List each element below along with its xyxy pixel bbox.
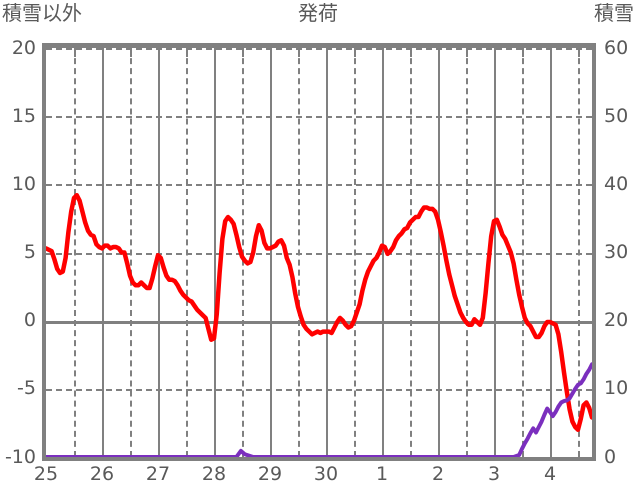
vertical-gridline-minor bbox=[410, 48, 412, 457]
axis-tick-label: 60 bbox=[604, 36, 629, 59]
axis-tick-mark bbox=[130, 48, 132, 57]
right-axis-title: 積雪 bbox=[594, 1, 634, 25]
x-axis-tick-label: 25 bbox=[33, 463, 59, 485]
horizontal-gridline bbox=[46, 48, 592, 50]
zero-line bbox=[46, 320, 592, 324]
vertical-gridline-minor bbox=[354, 48, 356, 457]
vertical-gridline-minor bbox=[130, 48, 132, 457]
x-axis-tick-label: 28 bbox=[201, 463, 227, 485]
vertical-gridline-minor bbox=[298, 48, 300, 457]
x-axis-tick-labels: 25 26 27 28 29 30 1 2 3 4 bbox=[34, 463, 596, 497]
left-axis-title: 積雪以外 bbox=[2, 1, 82, 25]
x-axis-tick-label: 27 bbox=[145, 463, 171, 485]
axis-tick-label: 50 bbox=[604, 104, 629, 127]
axis-tick-mark bbox=[578, 48, 580, 57]
vertical-gridline-major bbox=[438, 48, 440, 457]
axis-tick-mark bbox=[550, 48, 552, 57]
horizontal-gridline bbox=[46, 252, 592, 255]
axis-tick-mark bbox=[382, 48, 384, 57]
right-axis-tick-labels: 60 50 40 30 20 10 0 bbox=[600, 37, 636, 468]
vertical-gridline-major bbox=[326, 48, 328, 457]
axis-tick-mark bbox=[354, 48, 356, 57]
left-axis-tick-labels: 20 15 10 5 0 -5 -10 bbox=[0, 37, 36, 468]
axis-tick-mark bbox=[186, 48, 188, 57]
axis-tick-mark bbox=[438, 48, 440, 57]
x-axis-tick-label: 3 bbox=[487, 463, 501, 485]
axis-tick-label: 5 bbox=[23, 241, 36, 263]
plot-inner bbox=[46, 48, 592, 457]
x-axis-tick-label: 30 bbox=[313, 463, 339, 485]
axis-tick-mark bbox=[410, 48, 412, 57]
series-line-temperature bbox=[46, 192, 592, 432]
vertical-gridline-minor bbox=[522, 48, 524, 457]
axis-tick-label: 10 bbox=[604, 377, 629, 400]
horizontal-gridline bbox=[46, 388, 592, 391]
vertical-gridline-major bbox=[270, 48, 272, 457]
horizontal-gridline bbox=[46, 184, 592, 187]
vertical-gridline-major bbox=[158, 48, 160, 457]
axis-tick-mark bbox=[326, 48, 328, 57]
axis-tick-mark bbox=[74, 48, 76, 57]
axis-tick-label: 0 bbox=[604, 445, 617, 468]
axis-tick-mark bbox=[214, 48, 216, 57]
axis-tick-label: 0 bbox=[23, 309, 36, 332]
plot-area bbox=[42, 43, 596, 461]
x-axis-tick-label: 29 bbox=[257, 463, 283, 485]
axis-tick-mark bbox=[158, 48, 160, 57]
vertical-gridline-minor bbox=[466, 48, 468, 457]
x-axis-tick-label: 2 bbox=[431, 463, 445, 485]
axis-tick-mark bbox=[270, 48, 272, 57]
vertical-gridline-major bbox=[494, 48, 496, 457]
axis-tick-label: 20 bbox=[11, 36, 36, 59]
x-axis-tick-label: 1 bbox=[375, 463, 389, 485]
vertical-gridline-minor bbox=[186, 48, 188, 457]
horizontal-gridline bbox=[46, 116, 592, 119]
x-axis-tick-label: 4 bbox=[543, 463, 557, 485]
vertical-gridline-minor bbox=[74, 48, 76, 457]
vertical-gridline-major bbox=[102, 48, 104, 457]
axis-tick-mark bbox=[298, 48, 300, 57]
axis-tick-label: 30 bbox=[604, 241, 629, 263]
vertical-gridline-major bbox=[214, 48, 216, 457]
series-line-snow bbox=[46, 362, 592, 457]
x-axis-tick-label: 26 bbox=[89, 463, 115, 485]
axis-tick-mark bbox=[494, 48, 496, 57]
axis-tick-label: 40 bbox=[604, 172, 629, 195]
axis-tick-label: -5 bbox=[17, 377, 36, 400]
axis-tick-mark bbox=[466, 48, 468, 57]
vertical-gridline-major bbox=[550, 48, 552, 457]
series-layer bbox=[46, 192, 592, 457]
axis-tick-mark bbox=[102, 48, 104, 57]
axis-tick-mark bbox=[522, 48, 524, 57]
vertical-gridline-major bbox=[382, 48, 384, 457]
chart-title: 発荷 bbox=[298, 1, 338, 25]
axis-tick-label: -10 bbox=[4, 445, 36, 468]
axis-tick-label: 15 bbox=[11, 104, 36, 127]
vertical-gridline-minor bbox=[578, 48, 580, 457]
axis-tick-mark bbox=[242, 48, 244, 57]
axis-tick-label: 10 bbox=[11, 172, 36, 195]
axis-tick-label: 20 bbox=[604, 309, 629, 332]
